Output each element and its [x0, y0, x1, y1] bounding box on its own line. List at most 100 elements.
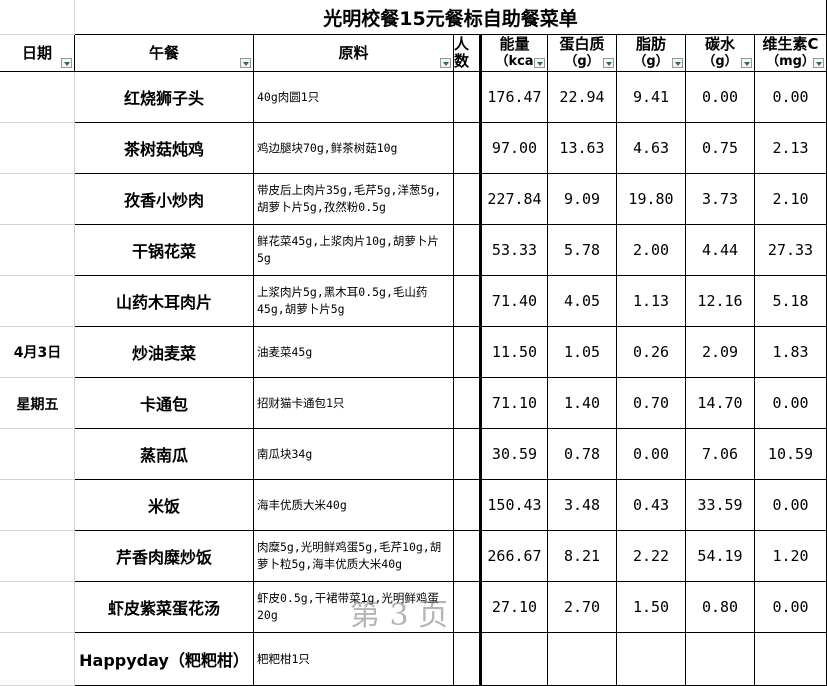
ingredient-cell: 上浆肉片5g,黑木耳0.5g,毛山药45g,胡萝卜片5g: [254, 276, 454, 327]
nutrient-cell: [548, 633, 617, 686]
ingredient-cell: 粑粑柑1只: [254, 633, 454, 686]
nutrient-cell: 3.73: [686, 174, 755, 225]
header-cell: 蛋白质 （g）: [548, 35, 617, 72]
dish-cell: 炒油麦菜: [75, 327, 254, 378]
dish-cell: 干锅花菜: [75, 225, 254, 276]
nutrient-cell: 7.06: [686, 429, 755, 480]
header-label: 脂肪: [635, 35, 666, 53]
nutrient-cell: 30.59: [480, 429, 548, 480]
nutrient-cell: 53.33: [480, 225, 548, 276]
dish-cell: 山药木耳肉片: [75, 276, 254, 327]
count-cell: [454, 480, 480, 531]
dish-cell: Happyday（粑粑柑）: [75, 633, 254, 686]
nutrient-cell: 14.70: [686, 378, 755, 429]
nutrient-cell: 0.75: [686, 123, 755, 174]
count-cell: [454, 225, 480, 276]
ingredient-cell: 虾皮0.5g,干裙带菜1g,光明鲜鸡蛋20g: [254, 582, 454, 633]
filter-button[interactable]: [813, 58, 824, 68]
header-cell: 碳水 （g）: [686, 35, 755, 72]
filter-button[interactable]: [440, 58, 451, 68]
nutrient-cell: 0.26: [617, 327, 686, 378]
count-cell: [454, 531, 480, 582]
nutrient-cell: 3.48: [548, 480, 617, 531]
nutrient-cell: 4.44: [686, 225, 755, 276]
nutrient-cell: 71.40: [480, 276, 548, 327]
nutrient-cell: 4.05: [548, 276, 617, 327]
date-cell: [0, 480, 75, 531]
dish-cell: 米饭: [75, 480, 254, 531]
ingredient-cell: 鲜花菜45g,上浆肉片10g,胡萝卜片5g: [254, 225, 454, 276]
filter-button[interactable]: [240, 58, 251, 68]
date-label: 星期五: [16, 397, 59, 413]
nutrient-cell: 0.00: [755, 72, 827, 123]
watermark: 第 3 页: [350, 598, 449, 633]
header-label: 蛋白质: [559, 35, 605, 53]
nutrient-cell: 0.00: [617, 429, 686, 480]
nutrient-cell: 1.20: [755, 531, 827, 582]
nutrient-cell: 266.67: [480, 531, 548, 582]
count-cell: [454, 429, 480, 480]
dish-cell: 芹香肉糜炒饭: [75, 531, 254, 582]
nutrient-cell: 10.59: [755, 429, 827, 480]
date-label: 4月3日: [13, 345, 62, 361]
header-cell: 原料: [254, 35, 454, 72]
filter-button[interactable]: [741, 58, 752, 68]
ingredient-cell: 鸡边腿块70g,鲜茶树菇10g: [254, 123, 454, 174]
nutrient-cell: 150.43: [480, 480, 548, 531]
header-cell: 日期: [0, 35, 75, 72]
nutrient-cell: 2.70: [548, 582, 617, 633]
nutrient-cell: 1.50: [617, 582, 686, 633]
dish-cell: 茶树菇炖鸡: [75, 123, 254, 174]
filter-button[interactable]: [603, 58, 614, 68]
header-label: 能量: [499, 35, 530, 53]
nutrient-cell: 2.22: [617, 531, 686, 582]
header-cell: 脂肪 （g）: [617, 35, 686, 72]
nutrient-cell: 2.09: [686, 327, 755, 378]
nutrient-cell: [686, 633, 755, 686]
count-cell: [454, 327, 480, 378]
nutrient-cell: 5.18: [755, 276, 827, 327]
nutrient-cell: 9.41: [617, 72, 686, 123]
date-cell: [0, 276, 75, 327]
nutrient-cell: 8.21: [548, 531, 617, 582]
dish-cell: 红烧狮子头: [75, 72, 254, 123]
header-label: 日期: [21, 43, 52, 62]
nutrient-cell: 54.19: [686, 531, 755, 582]
filter-button[interactable]: [61, 58, 72, 68]
header-label: 人数: [454, 35, 470, 70]
nutrient-cell: 22.94: [548, 72, 617, 123]
date-cell: [0, 429, 75, 480]
dish-cell: 虾皮紫菜蛋花汤: [75, 582, 254, 633]
nutrient-cell: 227.84: [480, 174, 548, 225]
ingredient-cell: 海丰优质大米40g: [254, 480, 454, 531]
filter-button[interactable]: [534, 58, 545, 68]
header-label: 原料: [338, 43, 369, 62]
nutrient-cell: 33.59: [686, 480, 755, 531]
nutrient-cell: 97.00: [480, 123, 548, 174]
count-cell: [454, 378, 480, 429]
nutrient-cell: 2.00: [617, 225, 686, 276]
filter-button[interactable]: [672, 58, 683, 68]
nutrient-cell: 176.47: [480, 72, 548, 123]
ingredient-cell: 肉糜5g,光明鲜鸡蛋5g,毛芹10g,胡萝卜粒5g,海丰优质大米40g: [254, 531, 454, 582]
sheet-title: 光明校餐15元餐标自助餐菜单: [75, 0, 827, 35]
date-cell: [0, 72, 75, 123]
date-cell: [0, 225, 75, 276]
nutrient-cell: 0.70: [617, 378, 686, 429]
nutrient-cell: 0.00: [686, 72, 755, 123]
count-cell: [454, 72, 480, 123]
header-label: 碳水: [704, 35, 735, 53]
header-cell: 维生素C （mg）: [755, 35, 827, 72]
dish-cell: 卡通包: [75, 378, 254, 429]
nutrient-cell: 0.00: [755, 582, 827, 633]
nutrient-cell: 1.13: [617, 276, 686, 327]
count-cell: [454, 276, 480, 327]
header-cell: 人数: [454, 35, 480, 72]
ingredient-cell: 南瓜块34g: [254, 429, 454, 480]
ingredient-cell: 带皮后上肉片35g,毛芹5g,洋葱5g,胡萝卜片5g,孜然粉0.5g: [254, 174, 454, 225]
nutrient-cell: 9.09: [548, 174, 617, 225]
nutrient-cell: [480, 633, 548, 686]
header-cell: 能量 （kca: [480, 35, 548, 72]
ingredient-cell: 40g肉圆1只: [254, 72, 454, 123]
nutrient-cell: 11.50: [480, 327, 548, 378]
